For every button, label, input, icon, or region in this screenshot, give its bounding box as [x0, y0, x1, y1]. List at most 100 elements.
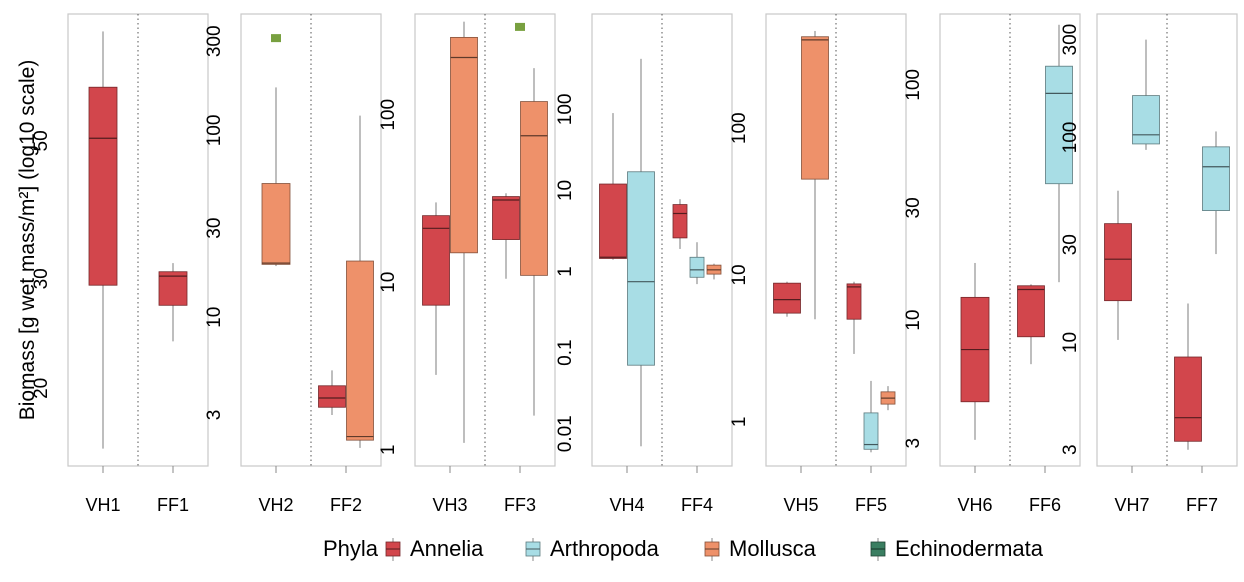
y-tick-label: 300: [204, 25, 225, 57]
box-FF7-annelia: [1174, 303, 1202, 450]
box-iqr: [863, 412, 879, 450]
box-VH7-arthropoda: [1132, 39, 1160, 150]
y-tick-label: 30: [204, 218, 225, 239]
y-tick-label: 30: [1060, 234, 1081, 255]
box-iqr: [158, 271, 188, 306]
box-iqr: [689, 256, 705, 278]
legend-item-echinodermata: Echinodermata: [870, 536, 1044, 561]
y-tick-label: 10: [1060, 332, 1081, 353]
y-tick-label: 100: [1060, 122, 1081, 154]
box-VH5-annelia: [773, 281, 801, 317]
x-tick-label: FF2: [330, 495, 362, 515]
box-FF2-mollusca: [346, 115, 374, 448]
x-tick-label: VH1: [85, 495, 120, 515]
legend-label: Mollusca: [729, 536, 817, 561]
y-tick-label: 3: [204, 410, 225, 421]
box-iqr: [1045, 65, 1073, 185]
box-VH4-arthropoda: [627, 58, 655, 447]
y-tick-label: 1: [378, 444, 399, 455]
panel-2: 3 10 30 100 300 VH2 FF2: [204, 13, 382, 515]
box-VH7-annelia: [1104, 190, 1132, 340]
x-tick-label: FF6: [1029, 495, 1061, 515]
box-FF7-arthropoda: [1202, 131, 1230, 255]
y-tick-label: 10: [903, 310, 924, 331]
box-iqr: [801, 36, 829, 180]
y-tick-label: 3: [1060, 444, 1081, 455]
legend: Phyla Annelia Arthropoda Mollusca Echinoder…: [323, 536, 1044, 561]
box-iqr: [1132, 95, 1160, 145]
x-tick-label: VH2: [258, 495, 293, 515]
legend-item-annelia: Annelia: [385, 536, 484, 561]
legend-item-arthropoda: Arthropoda: [525, 536, 660, 561]
box-iqr: [520, 101, 548, 276]
box-iqr: [1174, 356, 1202, 442]
legend-item-mollusca: Mollusca: [704, 536, 817, 561]
y-tick-label: 100: [378, 99, 399, 131]
box-FF5-arthropoda: [863, 380, 879, 453]
x-tick-label: VH5: [783, 495, 818, 515]
box-VH4-annelia: [599, 113, 627, 260]
x-tick-label: VH7: [1114, 495, 1149, 515]
box-iqr: [627, 171, 655, 366]
box-iqr: [599, 183, 627, 259]
x-tick-label: FF4: [681, 495, 713, 515]
y-tick-label: 10: [729, 264, 750, 285]
box-iqr: [422, 215, 450, 306]
legend-label: Echinodermata: [895, 536, 1044, 561]
outlier-point: [271, 34, 281, 43]
box-iqr: [492, 196, 520, 240]
y-tick-label: 50: [31, 130, 52, 151]
box-VH2-mollusca: [261, 87, 291, 267]
box-FF3-mollusca: [520, 68, 548, 416]
panel-7: 3 10 30 100 300 VH7 FF7: [1060, 13, 1238, 515]
box-FF3-annelia: [492, 193, 520, 279]
legend-title: Phyla: [323, 536, 379, 561]
legend-label: Annelia: [410, 536, 484, 561]
box-iqr: [88, 86, 118, 286]
box-iqr: [346, 260, 374, 441]
y-tick-label: 30: [31, 268, 52, 289]
y-tick-label: 300: [1060, 24, 1081, 56]
y-tick-label: 10: [378, 272, 399, 293]
y-tick-label: 100: [729, 112, 750, 144]
box-iqr: [1202, 146, 1230, 211]
box-iqr: [846, 283, 862, 320]
y-tick-label: 100: [555, 94, 576, 126]
box-FF5-annelia: [846, 281, 862, 354]
y-tick-label: 100: [903, 69, 924, 101]
box-VH3-mollusca: [450, 21, 478, 443]
box-iqr: [773, 282, 801, 314]
x-tick-label: FF1: [157, 495, 189, 515]
box-FF1-annelia: [158, 263, 188, 342]
box-VH5-mollusca: [801, 30, 829, 320]
outlier-point: [515, 22, 525, 31]
panel-4: 0.01 0.1 1 10 100 VH4 FF4: [555, 13, 733, 515]
y-tick-label: 10: [555, 180, 576, 201]
y-tick-label: 30: [903, 197, 924, 218]
box-FF4-annelia: [672, 199, 688, 249]
panel-1: 20 30 50 VH1 FF1: [31, 13, 209, 515]
y-tick-label: 1: [729, 417, 750, 428]
x-tick-label: FF7: [1186, 495, 1218, 515]
box-iqr: [1017, 285, 1045, 338]
x-tick-label: VH3: [432, 495, 467, 515]
box-FF4-arthropoda: [689, 242, 705, 285]
panel-6: 3 10 30 100 VH6 FF6: [903, 13, 1081, 515]
x-tick-label: VH6: [957, 495, 992, 515]
legend-label: Arthropoda: [550, 536, 660, 561]
box-FF5-mollusca: [880, 386, 896, 411]
box-FF6-arthropoda: [1045, 24, 1073, 283]
panel-5: 1 10 100 VH5 FF5: [729, 13, 907, 515]
box-iqr: [672, 204, 688, 239]
box-FF4-mollusca: [706, 263, 722, 280]
y-tick-label: 20: [31, 378, 52, 399]
box-iqr: [261, 183, 291, 265]
y-tick-label: 10: [204, 307, 225, 328]
y-tick-label: 1: [555, 266, 576, 277]
box-VH3-annelia: [422, 202, 450, 375]
box-VH1-annelia: [88, 31, 118, 449]
y-tick-label: 100: [204, 115, 225, 147]
y-axis-label: Biomass [g wet mass/m²] (log10 scale): [16, 60, 39, 421]
box-iqr: [318, 385, 346, 408]
